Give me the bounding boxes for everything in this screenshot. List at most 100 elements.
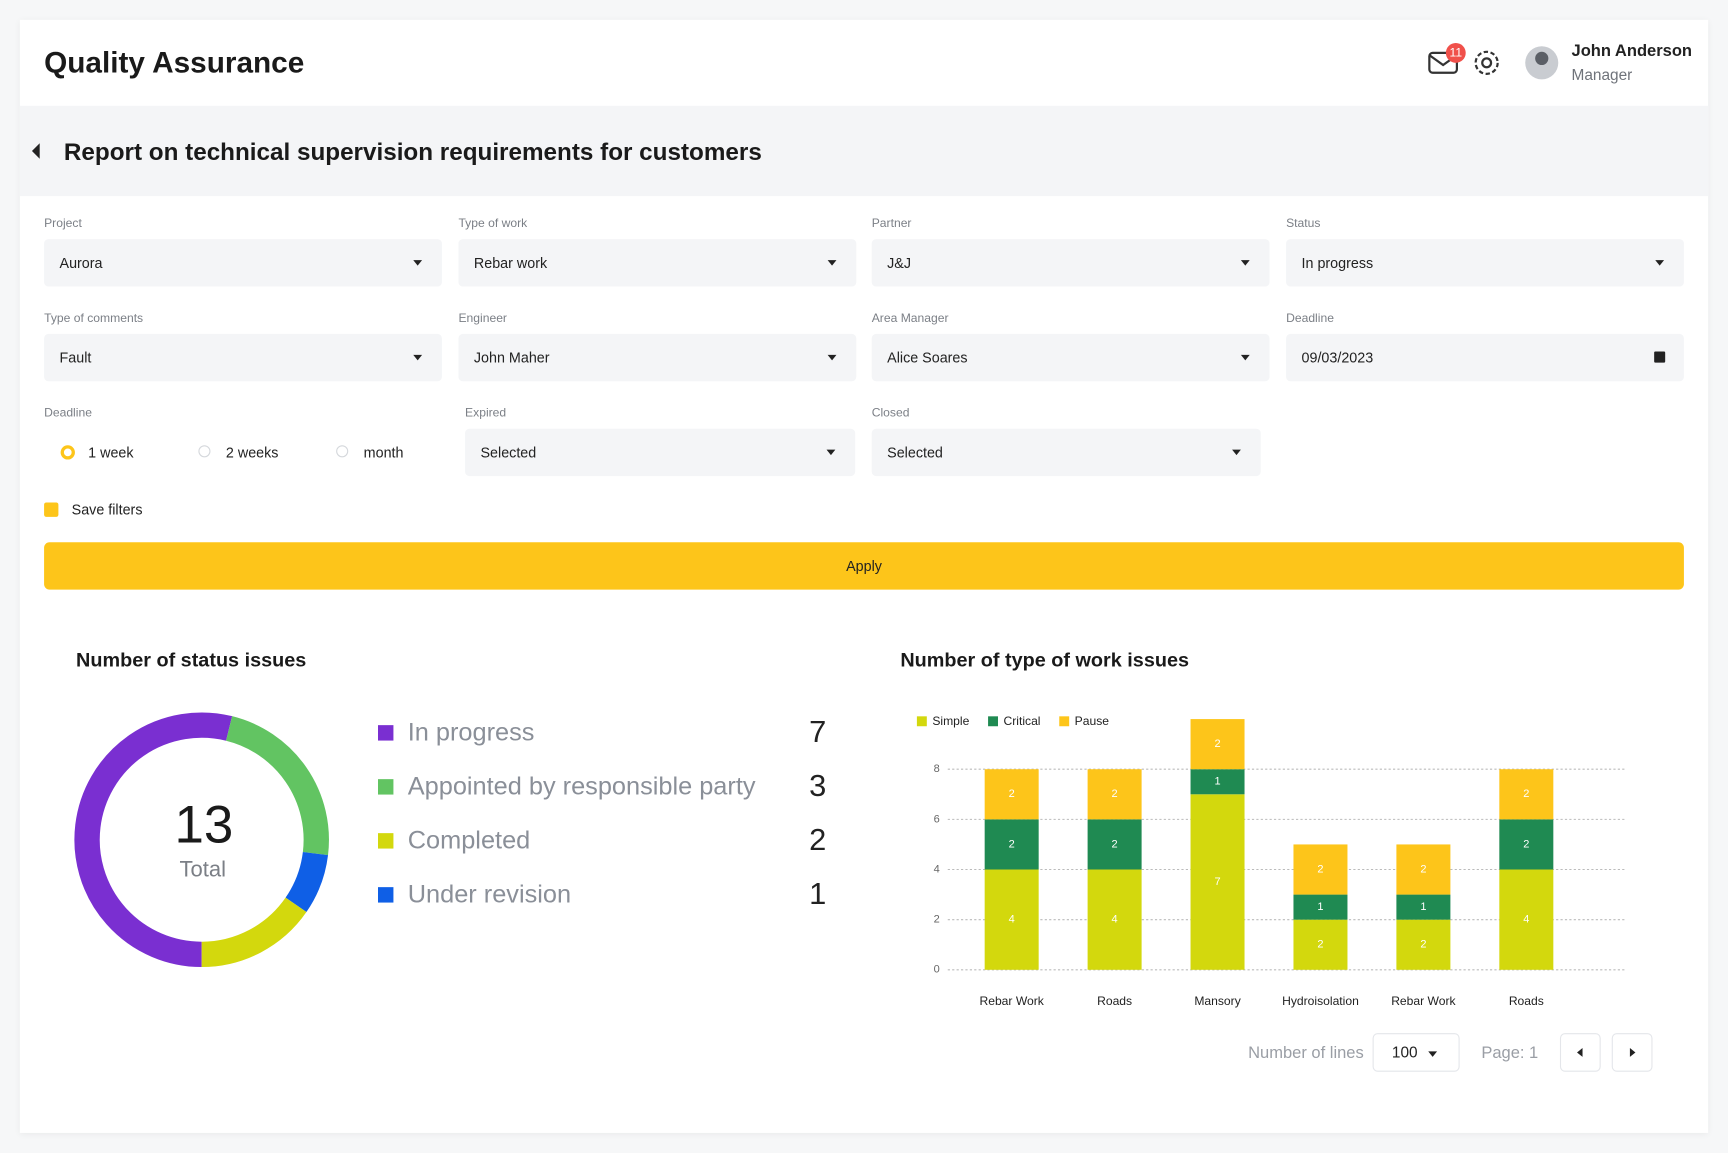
- field-value: Fault: [59, 349, 92, 366]
- select[interactable]: Selected: [871, 428, 1261, 477]
- field-label: Area Manager: [871, 311, 949, 326]
- back-button[interactable]: [29, 142, 42, 160]
- prev-arrow: [1577, 1048, 1583, 1057]
- user-role: Manager: [1572, 67, 1633, 84]
- legend-label: Critical: [1004, 714, 1041, 728]
- legend-swatch: [377, 887, 394, 903]
- field-label: Type of comments: [44, 311, 144, 326]
- checkbox-label: Save filters: [71, 501, 143, 518]
- legend-value: 2: [809, 822, 826, 857]
- bar-value-label: 1: [1420, 901, 1426, 913]
- next-arrow: [1629, 1048, 1636, 1057]
- caret: [1240, 354, 1250, 361]
- lines-label: Number of lines: [1248, 1043, 1364, 1062]
- caret: [413, 354, 423, 361]
- checkbox[interactable]: [44, 502, 59, 517]
- bar-value-label: 2: [1317, 939, 1323, 951]
- select[interactable]: J&J: [871, 239, 1270, 287]
- bar-segment: [1396, 919, 1451, 970]
- settings-icon[interactable]: [1474, 50, 1499, 75]
- select[interactable]: John Maher: [458, 333, 857, 382]
- bar-value-label: 1: [1317, 901, 1323, 913]
- bar-value-label: 2: [1112, 788, 1118, 800]
- bar-value-label: 2: [1420, 939, 1426, 951]
- x-tick-label: Hydroisolation: [1282, 994, 1359, 1008]
- legend-swatch: [377, 833, 394, 849]
- field-value: Alice Soares: [887, 349, 968, 366]
- date-input[interactable]: 09/03/2023: [1286, 333, 1684, 382]
- field-value: John Maher: [473, 349, 550, 366]
- user-name: John Anderson: [1572, 41, 1693, 60]
- y-tick-label: 0: [934, 964, 940, 976]
- legend-swatch: [1059, 716, 1070, 727]
- lines-select[interactable]: [1372, 1033, 1460, 1072]
- bar-segment: [1396, 894, 1451, 920]
- x-tick-label: Mansory: [1194, 994, 1241, 1008]
- select[interactable]: Alice Soares: [871, 333, 1270, 382]
- calendar-icon: [1654, 351, 1666, 363]
- bar-value-label: 2: [1420, 863, 1426, 875]
- field-value: In progress: [1301, 254, 1374, 272]
- bar-segment: [1087, 819, 1142, 870]
- radio[interactable]: [336, 445, 349, 458]
- x-tick-label: Roads: [1509, 994, 1544, 1008]
- header-tools: 11 John Anderson Manager: [1428, 41, 1693, 84]
- bar-value-label: 2: [1523, 788, 1529, 800]
- field-label: Project: [44, 217, 82, 231]
- radio[interactable]: [60, 445, 75, 460]
- bar-value-label: 2: [1009, 838, 1015, 850]
- mail-icon[interactable]: [1428, 51, 1458, 74]
- legend-swatch: [377, 779, 394, 795]
- bar-value-label: 2: [1523, 838, 1529, 850]
- field-label: Deadline: [1286, 311, 1334, 326]
- bar-segment: [1087, 769, 1142, 820]
- legend-value: 7: [809, 714, 826, 749]
- radio-label: 1 week: [88, 444, 134, 461]
- badge: [1445, 42, 1466, 63]
- apply-button[interactable]: Apply: [44, 542, 1684, 590]
- y-tick-label: 6: [934, 813, 940, 825]
- caret: [413, 260, 423, 266]
- select[interactable]: Rebar work: [458, 239, 857, 287]
- y-tick-label: 2: [934, 914, 940, 926]
- field-label: Deadline: [44, 406, 92, 420]
- bar-value-label: 2: [1214, 738, 1220, 750]
- select[interactable]: In progress: [1286, 239, 1684, 287]
- chart-title: Number of status issues: [76, 649, 306, 671]
- y-tick-label: 4: [934, 863, 940, 875]
- donut-segment: [225, 716, 329, 856]
- bar-value-label: 1: [1214, 776, 1220, 788]
- report-title: Report on technical supervision requirem…: [63, 137, 762, 166]
- field-value: Rebar work: [473, 254, 548, 272]
- bar-value-label: 4: [1523, 914, 1529, 926]
- caret: [827, 354, 837, 361]
- radio[interactable]: [198, 445, 211, 458]
- caret: [1240, 260, 1250, 266]
- field-label: Expired: [465, 406, 507, 420]
- bar-segment: [1293, 894, 1348, 920]
- button-label: Apply: [846, 557, 882, 575]
- legend-value: 3: [809, 768, 826, 803]
- x-tick-label: Roads: [1097, 994, 1132, 1008]
- bar-segment: [984, 869, 1039, 970]
- field-label: Partner: [871, 217, 912, 231]
- field-label: Type of work: [458, 217, 528, 231]
- legend-label: Appointed by responsible party: [408, 773, 756, 801]
- radio-label: month: [363, 444, 404, 461]
- bar-segment: [1190, 769, 1245, 795]
- x-tick-label: Rebar Work: [979, 994, 1044, 1008]
- legend-label: Pause: [1075, 714, 1110, 728]
- field-label: Engineer: [458, 311, 507, 326]
- donut-total-label: Total: [180, 856, 227, 881]
- select[interactable]: Selected: [465, 428, 856, 477]
- bar-segment: [984, 769, 1039, 820]
- select[interactable]: Aurora: [44, 239, 442, 287]
- caret: [1232, 449, 1241, 456]
- select[interactable]: Fault: [44, 333, 442, 382]
- bar-value-label: 4: [1112, 914, 1118, 926]
- bar-segment: [984, 819, 1039, 870]
- legend-label: In progress: [408, 719, 535, 747]
- bar-value-label: 2: [1112, 838, 1118, 850]
